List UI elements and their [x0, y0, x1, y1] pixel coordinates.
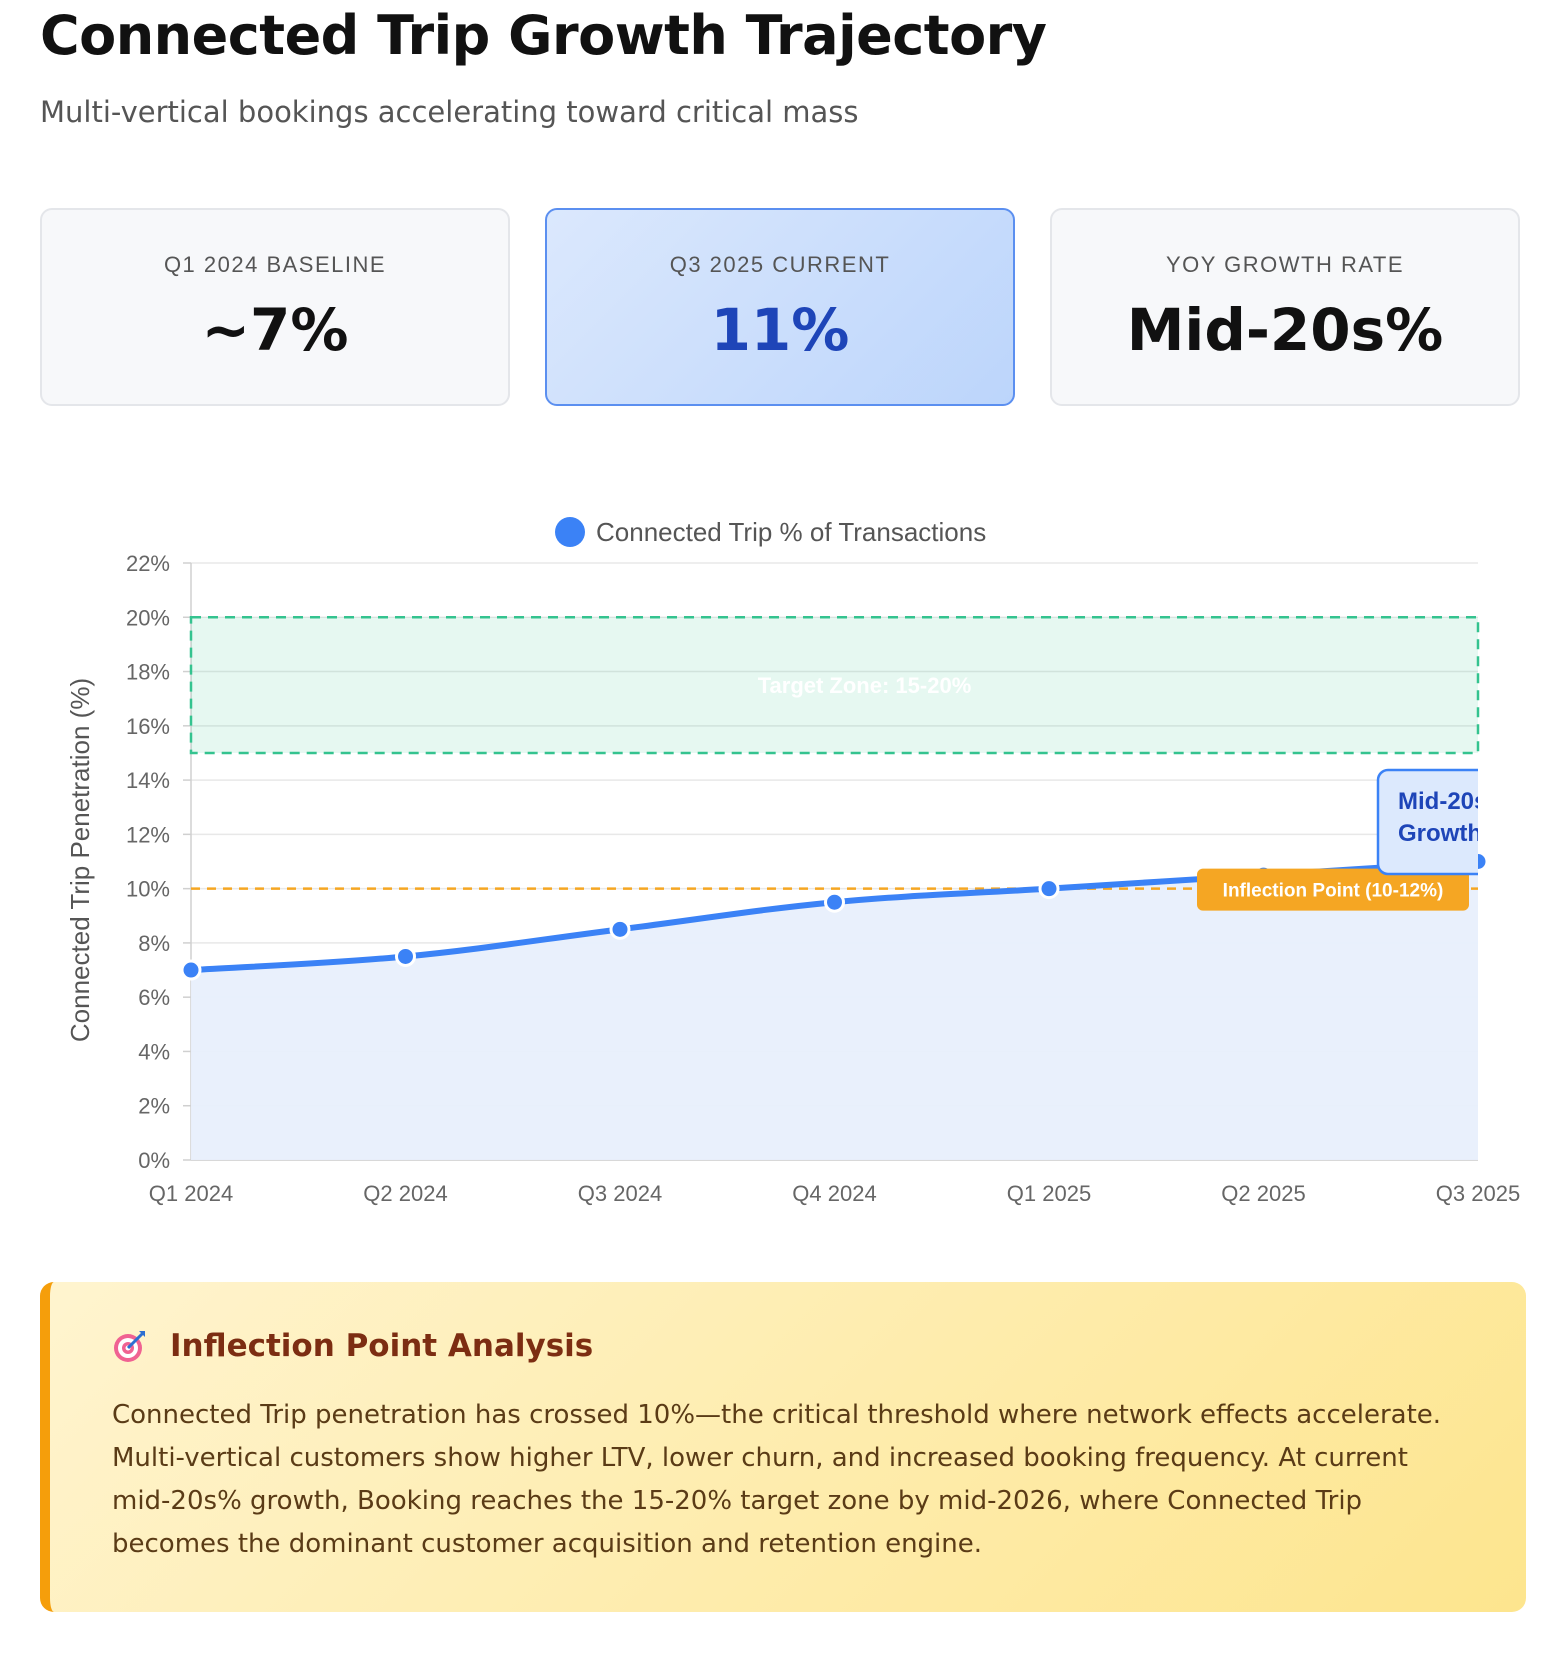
growth-callout: Mid-20s Growth [1376, 768, 1487, 876]
x-tick-label: Q1 2025 [1007, 1181, 1091, 1206]
y-tick-label: 8% [138, 931, 170, 956]
insight-title: Inflection Point Analysis [170, 1328, 594, 1364]
x-tick-label: Q4 2024 [792, 1181, 876, 1206]
callout-box [1376, 768, 1478, 876]
metric-value: Mid-20s% [1126, 296, 1444, 364]
y-tick-label: 4% [138, 1039, 170, 1064]
target-zone-label: Target Zone: 15-20% [758, 673, 972, 698]
y-tick-label: 16% [126, 714, 170, 739]
data-point[interactable] [180, 959, 202, 981]
callout-text: Mid-20s [1398, 788, 1487, 815]
data-point[interactable] [1038, 878, 1060, 900]
insight-header: Inflection Point Analysis [112, 1328, 593, 1364]
x-tick-label: Q2 2025 [1221, 1181, 1305, 1206]
growth-line-chart: Connected Trip % of Transactions Connect… [65, 517, 1520, 1206]
y-tick-label: 12% [126, 822, 170, 847]
data-point[interactable] [609, 918, 631, 940]
legend-marker[interactable] [555, 517, 585, 547]
page-subtitle: Multi-vertical bookings accelerating tow… [40, 95, 859, 129]
metric-value: 11% [710, 296, 850, 364]
y-tick-label: 6% [138, 985, 170, 1010]
metric-label: Q1 2024 BASELINE [163, 252, 387, 277]
y-tick-label: 10% [126, 877, 170, 902]
metric-label: Q3 2025 CURRENT [669, 252, 891, 277]
inflection-badge-label: Inflection Point (10-12%) [1223, 881, 1444, 902]
data-point[interactable] [824, 891, 845, 913]
y-tick-label: 20% [126, 605, 170, 630]
series-area-fill [191, 861, 1478, 1160]
insight-body: Connected Trip penetration has crossed 1… [112, 1400, 1442, 1559]
y-tick-label: 14% [126, 768, 170, 793]
x-tick-label: Q1 2024 [149, 1181, 233, 1206]
y-tick-label: 0% [138, 1148, 170, 1173]
metric-card-current: Q3 2025 CURRENT 11% [545, 208, 1015, 406]
x-tick-label: Q3 2024 [578, 1181, 662, 1206]
metric-card-baseline: Q1 2024 BASELINE ~7% [40, 208, 510, 406]
callout-text: Growth [1398, 820, 1482, 847]
y-tick-label: 18% [126, 660, 170, 685]
data-point[interactable] [395, 945, 416, 967]
metric-value: ~7% [201, 296, 349, 364]
inflection-badge [1197, 868, 1469, 911]
x-tick-label: Q3 2025 [1436, 1181, 1520, 1206]
y-axis-label: Connected Trip Penetration (%) [65, 678, 95, 1042]
x-tick-label: Q2 2024 [363, 1181, 447, 1206]
metric-card-growth: YOY GROWTH RATE Mid-20s% [1050, 208, 1520, 406]
target-zone-band [189, 616, 1480, 755]
y-tick-label: 22% [126, 551, 170, 576]
page-title: Connected Trip Growth Trajectory [40, 4, 1047, 67]
metric-label: YOY GROWTH RATE [1165, 252, 1405, 277]
target-icon [114, 1331, 145, 1362]
legend-label[interactable]: Connected Trip % of Transactions [596, 517, 986, 547]
insight-panel: Inflection Point Analysis Connected Trip… [40, 1282, 1526, 1612]
y-tick-label: 2% [138, 1094, 170, 1119]
